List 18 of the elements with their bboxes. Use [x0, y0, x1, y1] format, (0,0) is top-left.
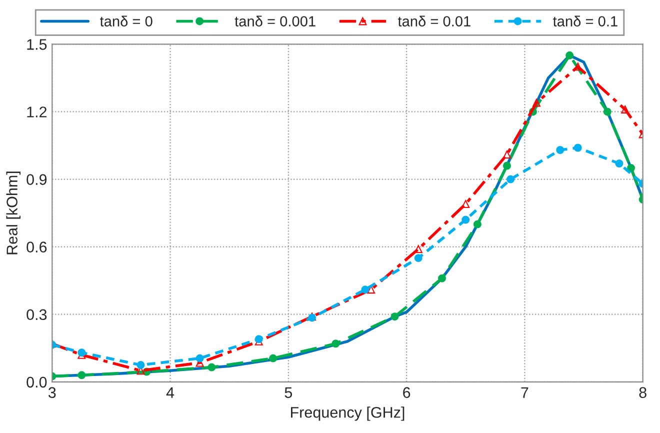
- x-axis-title: Frequency [GHz]: [291, 406, 404, 421]
- x-tick-label: 8: [639, 387, 646, 398]
- y-tick-label: 1.5: [27, 39, 47, 50]
- x-tick-label: 6: [403, 387, 410, 398]
- x-tick-label: 5: [284, 387, 292, 398]
- legend-label: tanδ = 0.1: [553, 16, 618, 26]
- legend-label: tanδ = 0.01: [398, 16, 470, 26]
- y-tick-label: 1.2: [27, 106, 47, 118]
- x-tick-label: 3: [48, 387, 56, 398]
- y-tick-label: 0.0: [26, 376, 47, 388]
- y-tick-label: 0.9: [26, 174, 47, 185]
- legend-label: tanδ = 0.001: [234, 16, 316, 26]
- y-tick-label: 0.3: [26, 309, 47, 320]
- legend-label: tanδ = 0: [100, 16, 152, 26]
- x-tick-label: 7: [521, 387, 528, 398]
- x-tick-label: 4: [166, 387, 174, 398]
- y-tick-label: 0.6: [26, 242, 47, 252]
- y-axis-title: Real [kOhm]: [6, 172, 20, 254]
